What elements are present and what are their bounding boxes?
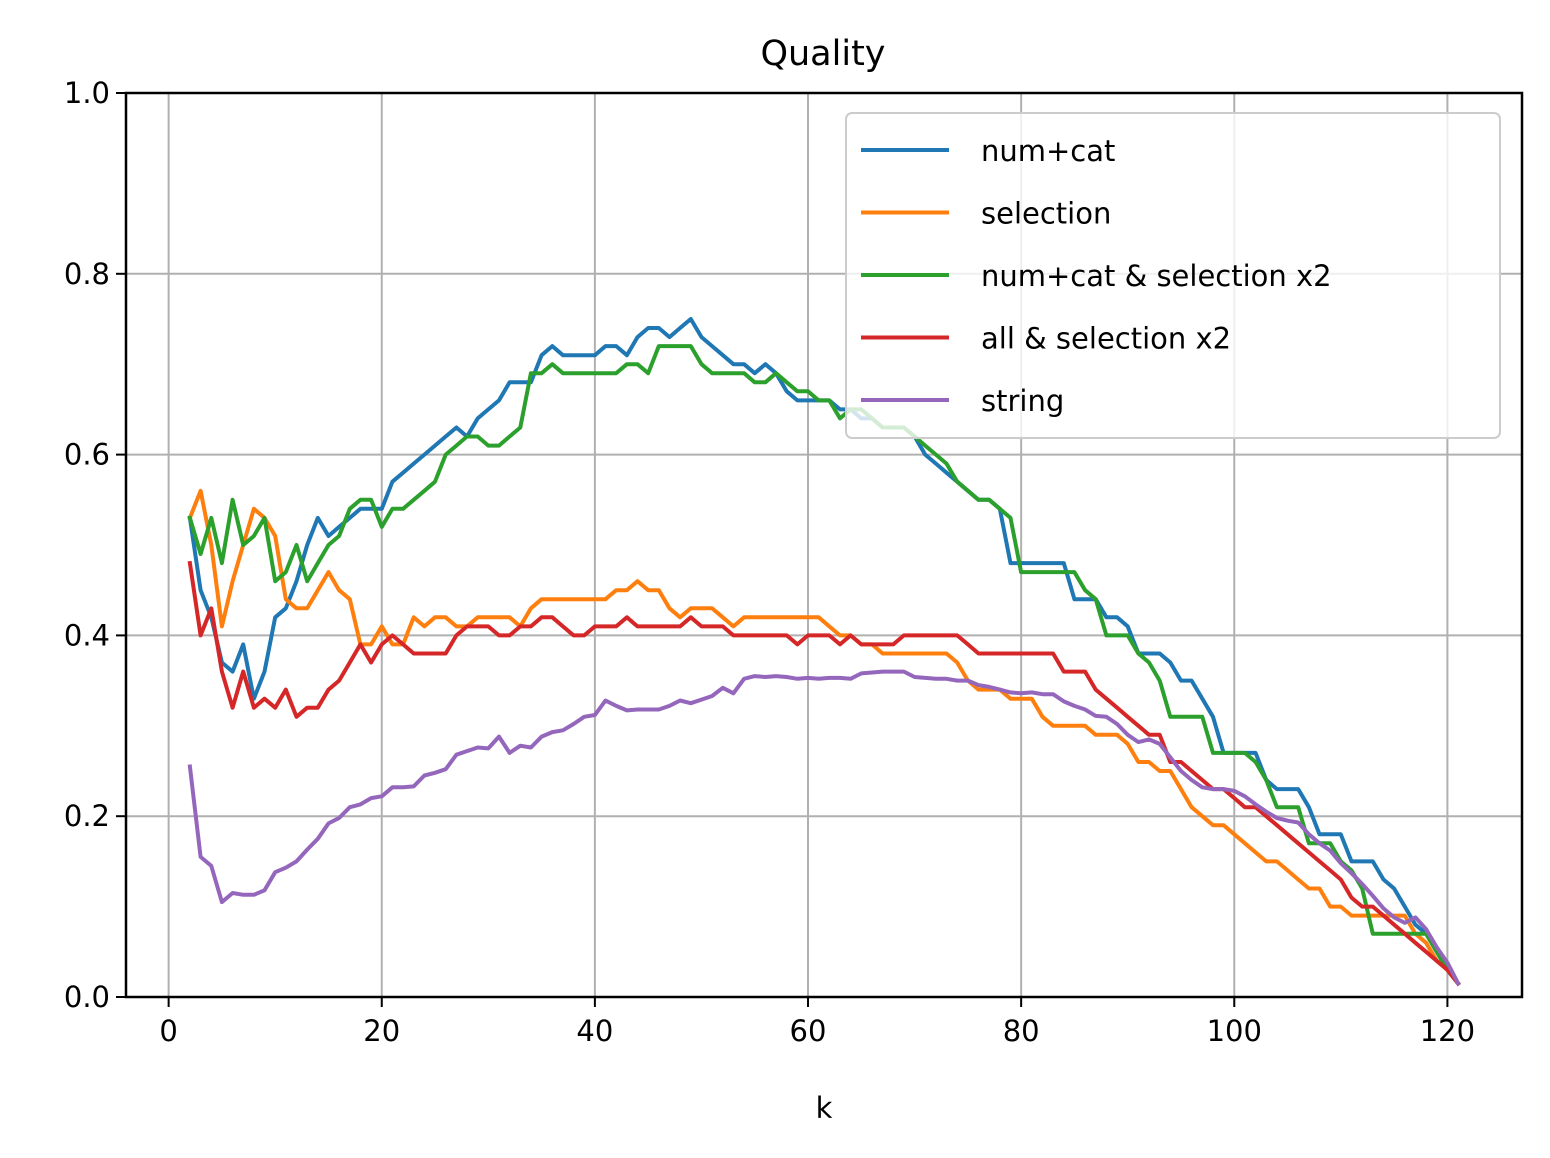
x-tick-label: 80 [1003, 1014, 1040, 1048]
legend-label-num-cat-selection-x2: num+cat & selection x2 [981, 259, 1332, 293]
x-tick-label: 60 [790, 1014, 827, 1048]
legend-label-selection: selection [981, 197, 1111, 231]
plot-frame [124, 91, 1524, 999]
series-line-num-cat-selection-x2 [187, 344, 1461, 987]
legend-label-all-selection-x2: all & selection x2 [981, 322, 1231, 356]
x-tick-label: 100 [1207, 1014, 1262, 1048]
y-tick-label: 0.2 [64, 799, 110, 833]
series-line-string [187, 669, 1461, 987]
y-tick-label: 0.8 [64, 257, 110, 291]
y-tick-label: 0.0 [64, 980, 110, 1014]
series-group [187, 317, 1461, 987]
x-tick-label: 0 [159, 1014, 177, 1048]
series-line-all-selection-x2 [187, 560, 1461, 987]
legend: num+cat selection num+cat & selection x2 al… [845, 112, 1501, 439]
x-tick-label: 20 [363, 1014, 400, 1048]
x-tick-label: 120 [1420, 1014, 1475, 1048]
legend-box [845, 112, 1501, 439]
y-tick-label: 1.0 [64, 76, 110, 110]
y-tick-label: 0.4 [64, 618, 110, 652]
chart-title: Quality [760, 34, 885, 74]
x-tick-label: 40 [576, 1014, 613, 1048]
ticks: 0 20 40 60 80 100 120 0.0 0.2 0.4 0.6 0.8 1.0 [64, 76, 1475, 1048]
legend-label-string: string [981, 384, 1064, 418]
legend-label-num-cat: num+cat [981, 134, 1115, 168]
y-tick-label: 0.6 [64, 438, 110, 472]
x-axis-label: k [816, 1091, 833, 1125]
